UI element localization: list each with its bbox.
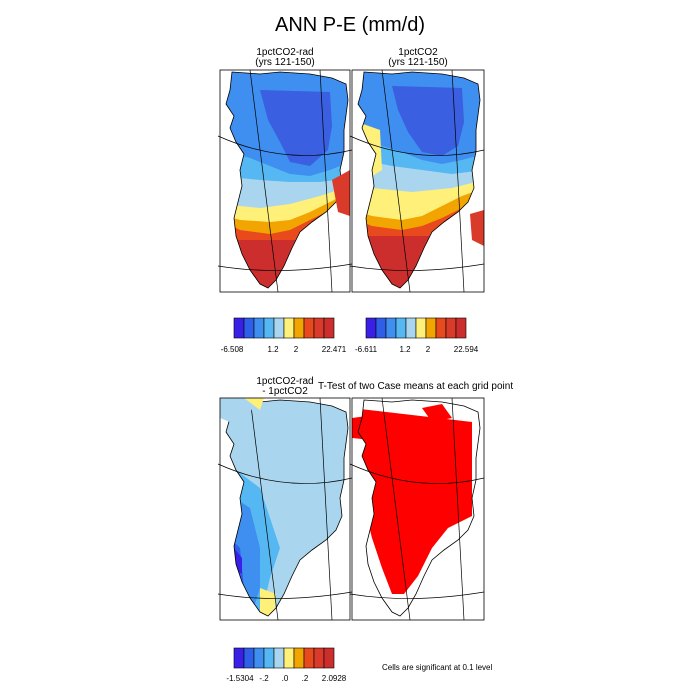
cb1-swatch [303,317,315,339]
cb1-swatch [283,317,295,339]
map-panel-difference [217,397,353,621]
cb2-swatch [415,317,427,339]
cb3-swatch [233,647,245,669]
cb2-label-max: 22.594 [453,345,479,354]
cb1-swatch [243,317,255,339]
cb1-swatch [313,317,325,339]
cb3-swatch [253,647,265,669]
cb1-swatch [263,317,275,339]
panel-title-line1: 1pctCO2-rad [256,47,314,58]
colorbar-1pctco2-rad [233,317,335,339]
cb1-label-2: 2 [293,345,299,354]
panel-title-line1: 1pctCO2-rad [256,376,314,387]
cb3-label-0-2: .2 [301,674,309,683]
cb2-swatch [405,317,417,339]
cb2-label-min: -6.611 [354,345,378,354]
cb3-label-min: -1.5304 [226,674,254,683]
panel-title-1pctco2-rad: 1pctCO2-rad (yrs 121-150) [220,48,350,68]
cb3-label-neg-0-2: -.2 [259,674,269,683]
colorbar-difference [233,647,335,669]
cb1-swatch [253,317,265,339]
figure-title: ANN P-E (mm/d) [275,14,425,36]
cb2-swatch [445,317,457,339]
panel-title-line2: (yrs 121-150) [255,57,315,68]
map-panel-ttest [349,397,485,621]
cb3-swatch [323,647,335,669]
significance-footnote: Cells are significant at 0.1 level [382,663,493,672]
cb2-swatch [435,317,447,339]
panel-title-line2: - 1pctCO2 [262,386,308,397]
cb1-swatch [233,317,245,339]
map-panel-1pctco2 [349,69,485,293]
panel-title-1pctco2: 1pctCO2 (yrs 121-150) [352,48,484,68]
cb2-swatch [395,317,407,339]
cb3-label-0: .0 [281,674,289,683]
cb2-swatch [385,317,397,339]
cb3-swatch [293,647,305,669]
cb1-label-max: 22.471 [321,345,347,354]
panel-title-line1: 1pctCO2 [398,47,438,58]
cb2-swatch [425,317,437,339]
panel-title-ttest: T-Test of two Case means at each grid po… [318,381,514,392]
cb1-swatch [273,317,285,339]
cb3-label-max: 2.0928 [321,674,347,683]
cb2-swatch [455,317,467,339]
panel-title-difference: 1pctCO2-rad - 1pctCO2 [230,377,340,397]
cb3-swatch [263,647,275,669]
cb2-label-1-2: 1.2 [399,345,411,354]
cb3-swatch [243,647,255,669]
cb3-swatch [283,647,295,669]
cb2-swatch [365,317,377,339]
cb2-label-2: 2 [425,345,431,354]
cb3-swatch [313,647,325,669]
cb1-label-1-2: 1.2 [267,345,279,354]
cb3-swatch [273,647,285,669]
cb2-swatch [375,317,387,339]
colorbar-1pctco2 [365,317,467,339]
cb1-swatch [323,317,335,339]
cb3-swatch [303,647,315,669]
cb1-swatch [293,317,305,339]
map-panel-1pctco2-rad [217,69,353,293]
panel-title-line2: (yrs 121-150) [388,57,448,68]
cb1-label-min: -6.508 [220,345,244,354]
